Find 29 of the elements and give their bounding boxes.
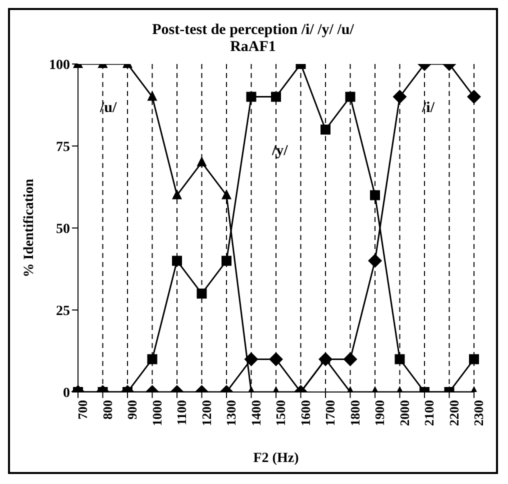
x-tick-label: 1300	[224, 400, 239, 426]
x-tick-label: 700	[75, 400, 90, 420]
x-tick-label: 900	[124, 400, 140, 420]
x-tick-label: 1500	[273, 400, 288, 426]
chart-title: Post-test de perception /i/ /y/ /u/	[151, 22, 355, 39]
y-tick-label: 100	[49, 58, 70, 73]
x-tick-label: 2200	[446, 400, 462, 426]
y-tick-label: 50	[56, 222, 70, 237]
x-tick-label: 2000	[396, 400, 412, 426]
x-tick-label: 2300	[471, 400, 486, 426]
x-axis-title: F2 (Hz)	[253, 451, 300, 466]
x-tick-label: 1400	[248, 400, 264, 426]
x-tick-label: 1700	[322, 400, 338, 426]
x-tick-label: 1000	[149, 400, 164, 426]
x-tick-label: 1200	[198, 400, 214, 426]
x-tick-label: 800	[100, 400, 115, 420]
annotation: /i/	[422, 100, 435, 117]
x-tick-label: 2100	[422, 400, 437, 426]
x-tick-label: 1600	[298, 400, 313, 426]
y-axis-title: % Identification	[22, 178, 37, 278]
x-tick-label: 1900	[372, 400, 388, 426]
annotation: /u/	[100, 100, 117, 117]
y-tick-label: 25	[56, 304, 70, 319]
y-tick-label: 0	[63, 386, 70, 401]
x-tick-label: 1800	[347, 400, 362, 426]
y-tick-label: 75	[56, 140, 70, 155]
chart-subtitle: RaAF1	[229, 39, 277, 56]
x-tick-label: 1100	[174, 400, 190, 426]
annotation: /y/	[272, 143, 288, 160]
